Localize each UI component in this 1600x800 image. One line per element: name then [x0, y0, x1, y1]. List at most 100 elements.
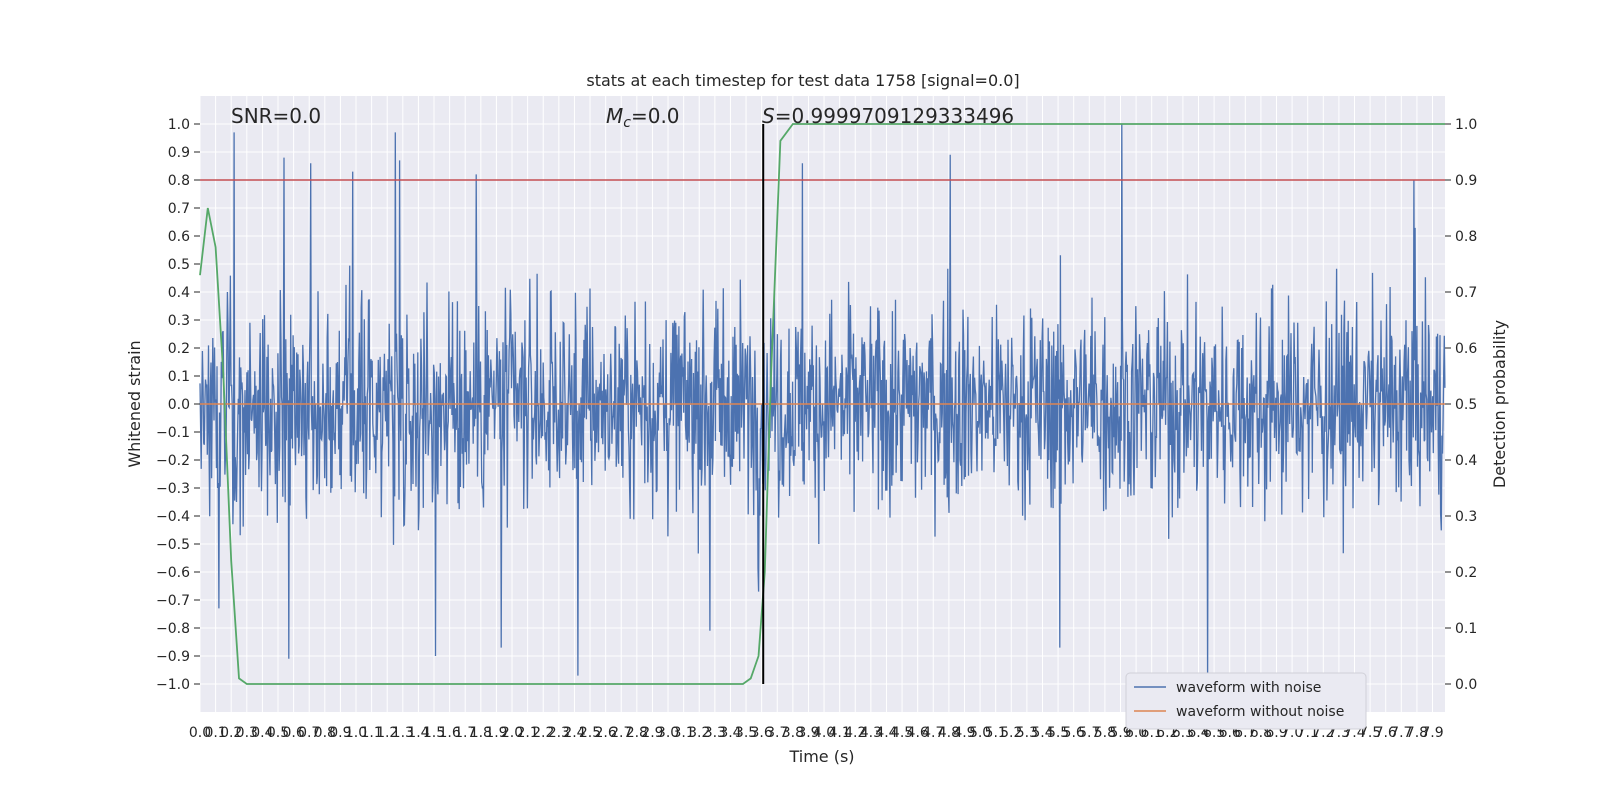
- detection-probability-line: [199, 123, 1445, 685]
- y-tick-label: 1.0: [168, 117, 190, 133]
- x-tick-label: 3.7: [766, 725, 788, 741]
- y-right-tick-label: 0.0: [1455, 677, 1477, 693]
- y-tick-label: −0.7: [156, 593, 190, 609]
- y-tick-label: 0.8: [168, 173, 190, 189]
- y-tick-label: 0.1: [168, 369, 190, 385]
- y-right-tick-label: 1.0: [1455, 117, 1477, 133]
- x-tick-label: 5.2: [1000, 725, 1022, 741]
- y-axis-left-label: Whitened strain: [125, 340, 144, 467]
- x-tick-label: 1.2: [376, 725, 398, 741]
- x-tick-label: 5.9: [1109, 725, 1131, 741]
- x-tick-label: 7.6: [1375, 725, 1397, 741]
- x-tick-label: 1.4: [407, 725, 429, 741]
- x-tick-label: 1.6: [438, 725, 460, 741]
- x-tick-label: 4.3: [860, 725, 882, 741]
- y-tick-label: −1.0: [156, 677, 190, 693]
- x-tick-label: 2.3: [548, 725, 570, 741]
- x-tick-label: 3.5: [735, 725, 757, 741]
- legend: waveform with noise waveform without noi…: [1125, 672, 1367, 730]
- x-tick-label: 3.4: [719, 725, 741, 741]
- x-tick-label: 1.5: [423, 725, 445, 741]
- x-tick-label: 1.1: [360, 725, 382, 741]
- y-tick-label: 0.2: [168, 341, 190, 357]
- x-tick-label: 4.2: [844, 725, 866, 741]
- x-tick-label: 0.8: [314, 725, 336, 741]
- x-tick-label: 0.9: [329, 725, 351, 741]
- x-tick-label: 2.6: [595, 725, 617, 741]
- chart-title: stats at each timestep for test data 175…: [586, 71, 1019, 90]
- x-tick-label: 2.0: [501, 725, 523, 741]
- legend-box: [1125, 672, 1367, 730]
- x-tick-label: 5.3: [1016, 725, 1038, 741]
- x-tick-label: 3.3: [704, 725, 726, 741]
- x-tick-label: 2.7: [610, 725, 632, 741]
- y-tick-label: 0.9: [168, 145, 190, 161]
- x-tick-label: 3.1: [673, 725, 695, 741]
- x-tick-label: 2.1: [516, 725, 538, 741]
- y-tick-label: 0.6: [168, 229, 190, 245]
- snr-annotation: SNR=0.0: [231, 104, 321, 128]
- y-axis-left-ticks: −1.0 −0.9 −0.8 −0.7 −0.6 −0.5 −0.4 −0.3 −0.2 −0.1…: [156, 117, 200, 693]
- y-tick-label: 0.3: [168, 313, 190, 329]
- y-tick-label: 0.5: [168, 257, 190, 273]
- x-tick-label: 4.5: [891, 725, 913, 741]
- y-right-tick-label: 0.1: [1455, 621, 1477, 637]
- x-tick-label: 1.3: [392, 725, 414, 741]
- y-tick-label: −0.9: [156, 649, 190, 665]
- y-tick-label: 0.4: [168, 285, 190, 301]
- x-tick-label: 1.0: [345, 725, 367, 741]
- x-tick-label: 2.8: [626, 725, 648, 741]
- y-right-tick-label: 0.8: [1455, 229, 1477, 245]
- y-tick-label: −0.6: [156, 565, 190, 581]
- x-tick-label: 0.4: [251, 725, 273, 741]
- y-right-tick-label: 0.2: [1455, 565, 1477, 581]
- y-tick-label: −0.8: [156, 621, 190, 637]
- chirp-mass-annotation: Mc=0.0: [606, 104, 680, 131]
- x-tick-label: 5.6: [1063, 725, 1085, 741]
- x-tick-label: 3.2: [688, 725, 710, 741]
- x-tick-label: 1.9: [485, 725, 507, 741]
- x-tick-label: 3.8: [782, 725, 804, 741]
- y-tick-label: −0.4: [156, 509, 190, 525]
- y-tick-label: −0.2: [156, 453, 190, 469]
- x-tick-label: 5.5: [1047, 725, 1069, 741]
- y-tick-label: −0.3: [156, 481, 190, 497]
- y-tick-label: 0.7: [168, 201, 190, 217]
- x-tick-label: 0.6: [282, 725, 304, 741]
- x-tick-label: 2.9: [641, 725, 663, 741]
- y-right-tick-label: 0.4: [1455, 453, 1477, 469]
- x-tick-label: 4.8: [938, 725, 960, 741]
- y-right-tick-label: 0.3: [1455, 509, 1477, 525]
- x-tick-label: 4.7: [922, 725, 944, 741]
- y-right-tick-label: 0.5: [1455, 397, 1477, 413]
- detection-score-annotation: S=0.9999709129333496: [762, 104, 1014, 128]
- x-tick-label: 4.0: [813, 725, 835, 741]
- x-tick-label: 2.4: [563, 725, 585, 741]
- x-tick-label: 2.2: [532, 725, 554, 741]
- x-tick-label: 4.9: [953, 725, 975, 741]
- x-tick-label: 5.1: [985, 725, 1007, 741]
- x-tick-label: 4.4: [875, 725, 897, 741]
- legend-label-with-noise: waveform with noise: [1176, 680, 1321, 696]
- x-tick-label: 5.4: [1031, 725, 1053, 741]
- series-detection-probability: [199, 123, 1445, 685]
- x-tick-label: 7.8: [1406, 725, 1428, 741]
- legend-label-without-noise: waveform without noise: [1176, 704, 1344, 720]
- x-axis-label: Time (s): [788, 747, 854, 766]
- x-tick-label: 7.7: [1390, 725, 1412, 741]
- y-right-tick-label: 0.9: [1455, 173, 1477, 189]
- x-tick-label: 2.5: [579, 725, 601, 741]
- x-tick-label: 5.8: [1094, 725, 1116, 741]
- y-axis-right-ticks: 0.0 0.1 0.2 0.3 0.4 0.5 0.6 0.7 0.8 0.9 1.0: [1445, 117, 1477, 693]
- x-tick-label: 0.1: [204, 725, 226, 741]
- x-tick-label: 0.7: [298, 725, 320, 741]
- x-tick-label: 7.5: [1359, 725, 1381, 741]
- x-tick-label: 3.6: [751, 725, 773, 741]
- x-tick-label: 1.7: [454, 725, 476, 741]
- x-tick-label: 1.8: [470, 725, 492, 741]
- x-tick-label: 5.0: [969, 725, 991, 741]
- x-tick-label: 0.2: [220, 725, 242, 741]
- x-tick-label: 0.0: [189, 725, 211, 741]
- x-tick-label: 4.1: [829, 725, 851, 741]
